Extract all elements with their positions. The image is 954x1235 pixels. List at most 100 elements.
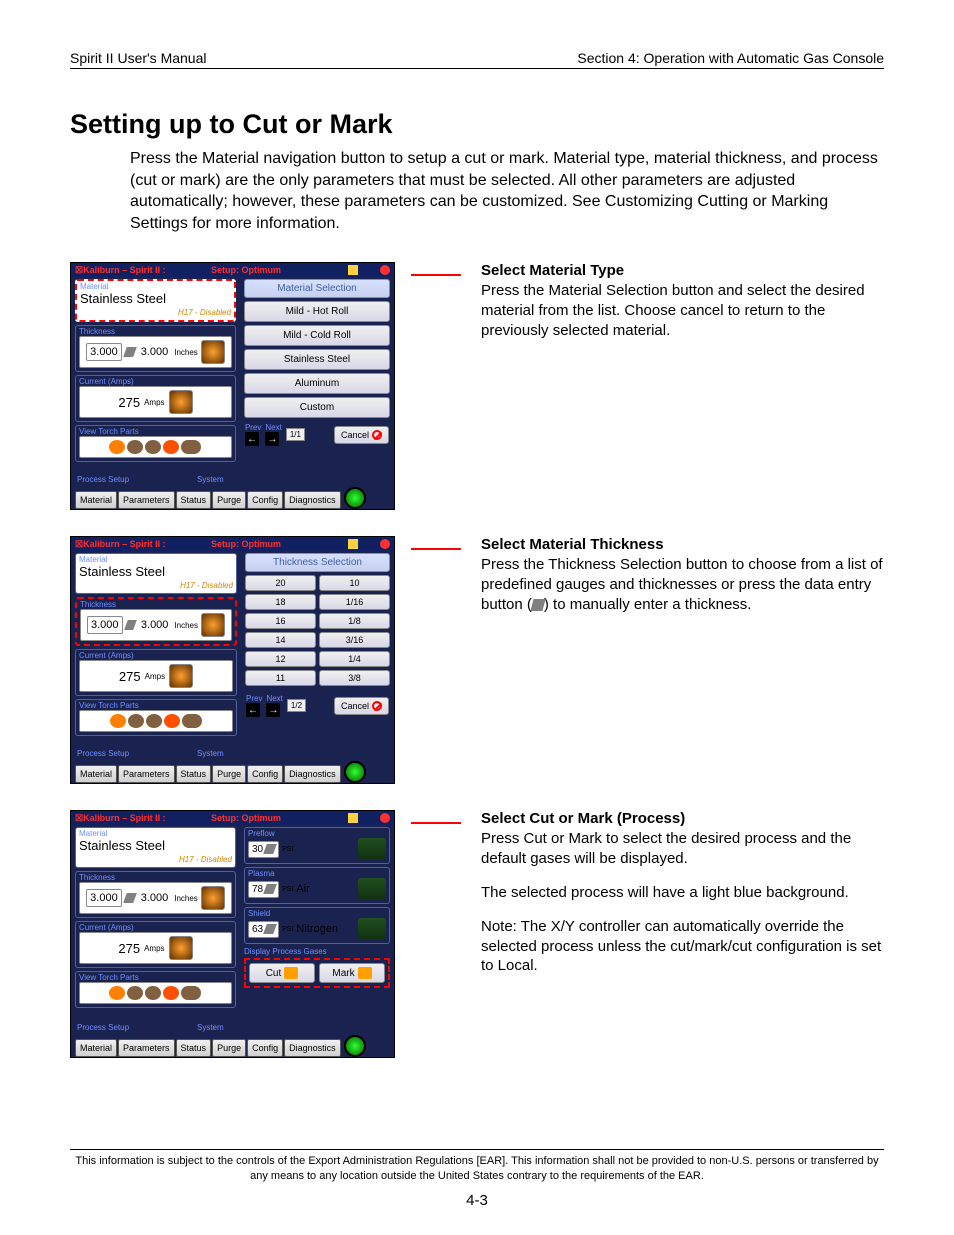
thickness-option[interactable]: 1/16 [319,594,390,610]
tab-purge[interactable]: Purge [212,765,246,783]
tab-material[interactable]: Material [75,765,117,783]
tab-status[interactable]: Status [176,1039,212,1057]
cut-button[interactable]: Cut [249,963,315,983]
thickness-option[interactable]: 18 [245,594,316,610]
edit-icon[interactable] [123,347,137,357]
thickness-option[interactable]: 20 [245,575,316,591]
tab-diagnostics[interactable]: Diagnostics [284,765,341,783]
material-option[interactable]: Mild - Hot Roll [244,301,390,322]
amps-field[interactable]: Current (Amps) 275 Amps [75,649,237,696]
system-label: System [197,475,224,484]
torch-icon[interactable] [201,613,225,637]
tab-config[interactable]: Config [247,765,283,783]
status-light-icon [344,487,366,509]
tab-parameters[interactable]: Parameters [118,491,175,509]
edit-icon[interactable] [124,620,137,630]
torch-icon[interactable] [201,340,225,364]
thickness-option[interactable]: 11 [245,670,316,686]
screenshot-thickness: ☒ Kaliburn – Spirit II : Setup: Optimum … [70,536,395,784]
thickness-input[interactable]: 3.000 [86,343,122,361]
part-icon [182,714,202,728]
cylinder-icon [358,838,386,860]
process-selector: Cut Mark [244,958,390,988]
tab-material[interactable]: Material [75,1039,117,1057]
thickness-field[interactable]: Thickness 3.000 3.000 Inches [75,871,236,918]
bottom-tabs: Process Setup System Material Parameters… [71,757,394,784]
cut-icon [284,967,298,979]
thickness-option[interactable]: 16 [245,613,316,629]
tab-purge[interactable]: Purge [212,1039,246,1057]
thickness-option[interactable]: 1/4 [319,651,390,667]
material-option[interactable]: Stainless Steel [244,349,390,370]
tab-diagnostics[interactable]: Diagnostics [284,1039,341,1057]
tab-status[interactable]: Status [176,765,212,783]
shield-value[interactable]: 63 [248,921,279,938]
thickness-input[interactable]: 3.000 [87,616,123,634]
thickness-label: Thickness [80,600,232,609]
prev-button[interactable]: ← [245,432,259,446]
tab-config[interactable]: Config [247,491,283,509]
tab-diagnostics[interactable]: Diagnostics [284,491,341,509]
process-setup-label: Process Setup [77,1023,129,1032]
mark-button[interactable]: Mark [319,963,385,983]
plasma-field[interactable]: Plasma 78 PSI Air [244,867,390,904]
app-icon: ☒ [75,265,83,276]
cancel-button[interactable]: Cancel [334,697,389,715]
amps-label: Current (Amps) [79,651,233,660]
edit-icon[interactable] [263,924,277,934]
torch-parts-field[interactable]: View Torch Parts [75,699,237,736]
parts-label: View Torch Parts [79,973,232,982]
thickness-option[interactable]: 3/8 [319,670,390,686]
material-label: Material [79,555,233,564]
amps-field[interactable]: Current (Amps) 275 Amps [75,921,236,968]
material-option[interactable]: Custom [244,397,390,418]
step2-body: Press the Thickness Selection button to … [481,555,884,614]
part-icon [145,440,161,454]
thickness-field[interactable]: Thickness 3.000 3.000 Inches [75,597,237,646]
thickness-label: Thickness [79,327,232,336]
prev-button[interactable]: ← [246,703,260,717]
tab-config[interactable]: Config [247,1039,283,1057]
preflow-field[interactable]: Preflow 30 PSI [244,827,390,864]
next-button[interactable]: → [265,432,279,446]
psi-label: PSI [282,926,293,933]
tab-purge[interactable]: Purge [212,491,246,509]
tab-material[interactable]: Material [75,491,117,509]
thickness-option[interactable]: 1/8 [319,613,390,629]
tab-status[interactable]: Status [176,491,212,509]
shield-field[interactable]: Shield 63 PSI Nitrogen [244,907,390,944]
material-field[interactable]: Material Stainless Steel H17 - Disabled [75,279,236,322]
preflow-value[interactable]: 30 [248,841,279,858]
thickness-option[interactable]: 10 [319,575,390,591]
amps-field[interactable]: Current (Amps) 275 Amps [75,375,236,422]
psi-label: PSI [282,846,293,853]
inches-label: Inches [174,621,198,630]
thickness-option[interactable]: 12 [245,651,316,667]
thickness-option[interactable]: 14 [245,632,316,648]
material-field[interactable]: Material Stainless Steel H17 - Disabled [75,553,237,594]
plasma-value[interactable]: 78 [248,881,279,898]
thickness-field[interactable]: Thickness 3.000 3.000 Inches [75,325,236,372]
material-option[interactable]: Mild - Cold Roll [244,325,390,346]
torch-icon[interactable] [201,886,225,910]
torch-parts-field[interactable]: View Torch Parts [75,971,236,1008]
process-setup-label: Process Setup [77,749,129,758]
edit-icon[interactable] [263,884,277,894]
edit-icon[interactable] [123,893,137,903]
thickness-option[interactable]: 3/16 [319,632,390,648]
tab-parameters[interactable]: Parameters [118,1039,175,1057]
material-field[interactable]: Material Stainless Steel H17 - Disabled [75,827,236,868]
mark-icon [358,967,372,979]
part-icon [109,986,125,1000]
thickness-input[interactable]: 3.000 [86,889,122,907]
material-value: Stainless Steel [79,564,233,579]
torch-parts-field[interactable]: View Torch Parts [75,425,236,462]
next-button[interactable]: → [266,703,280,717]
app-icon: ☒ [75,539,83,550]
tab-parameters[interactable]: Parameters [118,765,175,783]
edit-icon[interactable] [263,844,277,854]
cancel-button[interactable]: Cancel [334,426,389,444]
material-option[interactable]: Aluminum [244,373,390,394]
preflow-label: Preflow [248,829,386,838]
next-label: Next [265,423,281,432]
